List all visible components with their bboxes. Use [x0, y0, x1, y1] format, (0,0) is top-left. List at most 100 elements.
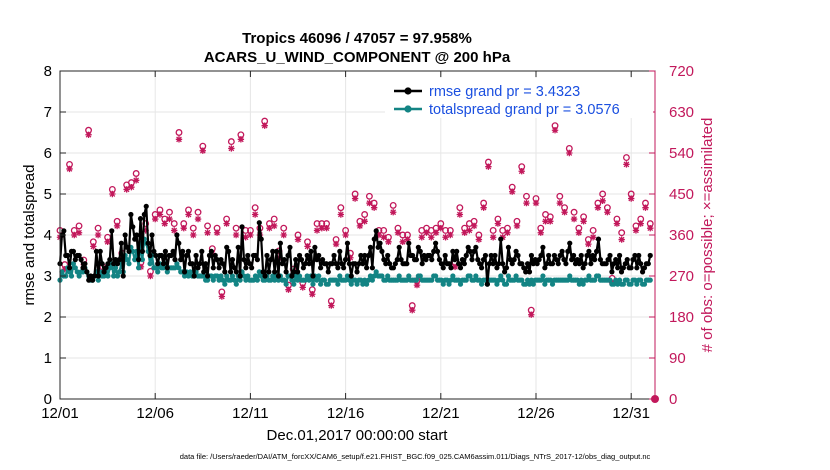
rmse-point	[396, 244, 402, 250]
spread-point	[214, 273, 220, 279]
spread-point	[306, 277, 312, 283]
spread-point	[187, 269, 193, 275]
rmse-point	[438, 261, 444, 267]
rmse-point	[235, 244, 241, 250]
obs-assimilated-point	[142, 227, 149, 234]
spread-point	[352, 277, 358, 283]
obs-assimilated-point	[566, 149, 573, 157]
spread-point	[354, 281, 360, 287]
spread-point	[268, 277, 274, 283]
spread-point	[511, 277, 517, 283]
rmse-point	[124, 244, 130, 250]
rmse-point	[241, 257, 247, 263]
rmse-point	[404, 261, 410, 267]
rmse-point	[84, 269, 90, 275]
rmse-point	[618, 269, 625, 275]
rmse-point	[158, 252, 165, 259]
rmse-point	[76, 252, 82, 259]
rmse-point	[128, 211, 134, 218]
spread-point	[289, 277, 295, 283]
spread-point	[385, 273, 391, 279]
spread-point	[624, 277, 630, 283]
spread-point	[367, 273, 374, 279]
rmse-point	[260, 269, 266, 275]
rmse-point	[93, 248, 100, 254]
rmse-point	[86, 277, 92, 283]
rmse-point	[222, 269, 228, 275]
obs-assimilated-point	[251, 211, 259, 218]
legend-rmse-marker	[404, 87, 412, 95]
spread-point	[457, 281, 464, 287]
rmse-point	[281, 257, 287, 263]
rmse-point	[387, 261, 393, 267]
rmse-point	[436, 257, 443, 263]
rmse-point	[243, 265, 249, 271]
obs-assimilated-point	[190, 231, 197, 239]
obs-possible-point	[270, 215, 278, 223]
spread-point	[344, 273, 351, 279]
spread-point	[479, 281, 485, 287]
obs-assimilated-point	[542, 218, 549, 225]
spread-point	[611, 281, 617, 287]
legend-rmse-label: rmse grand pr = 3.4323	[429, 84, 580, 100]
spread-point	[615, 281, 621, 287]
spread-point	[346, 277, 352, 283]
rmse-point	[570, 252, 577, 259]
obs-assimilated-point	[423, 229, 430, 236]
rmse-point	[91, 273, 98, 279]
obs-assimilated-point	[647, 224, 654, 232]
rmse-point	[312, 244, 318, 250]
rmse-point	[193, 252, 199, 259]
rmse-point	[183, 252, 190, 259]
rmse-point	[272, 269, 278, 275]
spread-point	[314, 277, 320, 283]
obs-possible-point	[570, 208, 578, 216]
rmse-point	[333, 261, 339, 267]
spread-point	[155, 269, 161, 275]
obs-assimilated-point	[66, 165, 73, 173]
rmse-point	[147, 252, 153, 259]
spread-point	[496, 277, 502, 283]
rmse-point	[105, 261, 111, 267]
obs-possible-point	[189, 224, 197, 232]
rmse-point	[268, 257, 274, 263]
obs-possible-point	[166, 208, 173, 216]
obs-assimilated-point	[332, 240, 340, 248]
rmse-point	[624, 257, 630, 263]
rmse-point	[603, 261, 609, 267]
rmse-point	[314, 257, 320, 263]
rmse-point	[143, 203, 149, 209]
obs-assimilated-point	[218, 293, 226, 300]
obs-assimilated-point	[156, 211, 164, 218]
rmse-point	[149, 232, 155, 238]
spread-point	[147, 261, 153, 267]
rmse-point	[135, 257, 142, 263]
rmse-point	[302, 261, 308, 267]
rmse-point	[622, 261, 628, 267]
rmse-point	[164, 265, 170, 271]
obs-assimilated-point	[280, 231, 287, 239]
spread-point	[595, 273, 602, 279]
spread-point	[494, 281, 500, 287]
y-tick-label: 5	[44, 186, 52, 203]
rmse-point	[88, 273, 94, 279]
obs-assimilated-point	[271, 222, 278, 230]
y2-tick-labels: 0 90 180 270 360 450 540 630 720	[669, 63, 694, 408]
rmse-point	[534, 261, 540, 267]
obs-assimilated-point	[413, 281, 421, 289]
rmse-point	[103, 265, 109, 271]
rmse-point	[365, 252, 372, 259]
obs-possible-point	[399, 231, 407, 239]
footer-note: data file: /Users/raeder/DAI/ATM_forcXX/…	[180, 452, 651, 461]
spread-point	[613, 277, 619, 283]
spread-point	[105, 273, 111, 279]
rmse-point	[475, 257, 481, 263]
rmse-point	[61, 228, 67, 234]
obs-assimilated-point	[390, 209, 397, 216]
rmse-point	[490, 261, 496, 267]
rmse-point	[597, 257, 604, 263]
rmse-point	[369, 265, 375, 271]
obs-assimilated-point	[628, 195, 635, 202]
spread-point	[337, 273, 343, 279]
obs-assimilated-point	[447, 231, 454, 239]
